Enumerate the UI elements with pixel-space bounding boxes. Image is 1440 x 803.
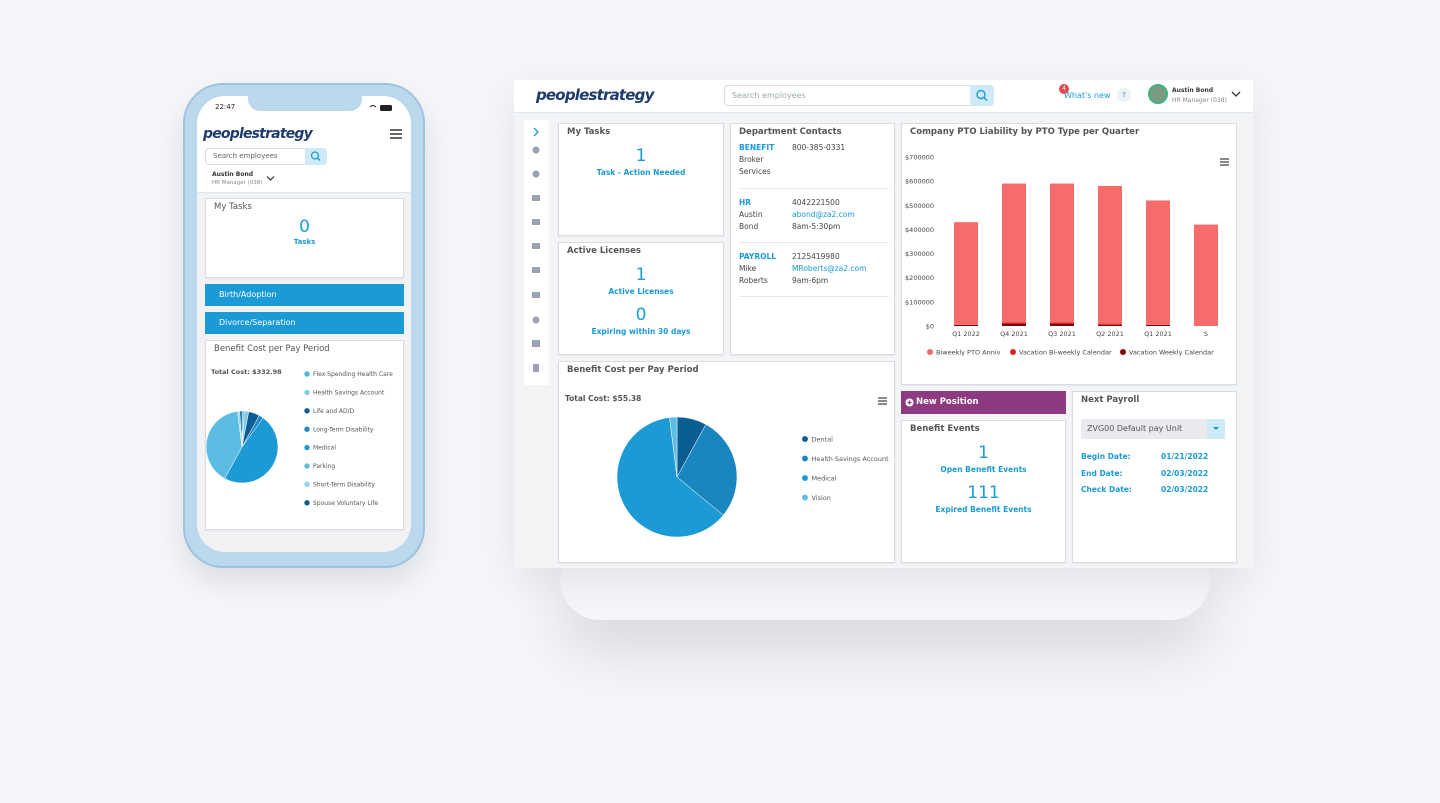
contact-email[interactable]: abond@za2.com xyxy=(792,210,855,219)
card-title: Benefit Cost per Pay Period xyxy=(567,365,699,375)
divider xyxy=(739,242,889,243)
desktop-header: peoplestrategy Search employees 4 What's… xyxy=(514,80,1253,113)
whats-new-link[interactable]: What's new xyxy=(1064,91,1111,100)
field-label: End Date: xyxy=(1081,468,1123,478)
action-label[interactable]: Birth/Adoption xyxy=(219,290,277,299)
search-icon xyxy=(310,151,321,161)
user-role: HR Manager (038) xyxy=(1172,97,1227,104)
action-button[interactable]: Divorce/Separation xyxy=(205,312,404,334)
contact-phone: 4042221500 xyxy=(792,198,840,207)
event-label[interactable]: Open Benefit Events xyxy=(940,465,1027,474)
new-position-label[interactable]: New Position xyxy=(916,397,979,407)
my-tasks-card: My Tasks 1 Task - Action Needed xyxy=(558,123,724,236)
avatar[interactable] xyxy=(1148,84,1168,104)
action-label[interactable]: Divorce/Separation xyxy=(219,318,296,327)
new-position-button[interactable]: New Position xyxy=(901,391,1066,414)
contact: BENEFIT Broker Services 800-385-0331 xyxy=(739,142,889,176)
benefit-cost-card: Benefit Cost per Pay Period Total Cost: … xyxy=(558,361,895,563)
pay-unit-value: ZVG00 Default pay Unit xyxy=(1087,424,1183,433)
card-title: Benefit Events xyxy=(910,424,980,434)
benefit-cost-card: Benefit Cost per Pay Period Total Cost: … xyxy=(205,340,404,530)
benefit-events-card: Benefit Events 1 Open Benefit Events 111… xyxy=(901,420,1066,563)
caret-icon xyxy=(1213,427,1219,430)
field-label: Begin Date: xyxy=(1081,452,1131,461)
card-title: My Tasks xyxy=(567,127,611,137)
total-cost: Total Cost: $332.98 xyxy=(211,368,282,376)
payroll-values: 01/21/2022 02/03/2022 02/03/2022 xyxy=(1161,449,1208,499)
contact-department: BENEFIT xyxy=(739,143,775,152)
search-input[interactable]: Search employees xyxy=(724,85,994,106)
user-menu-chevron[interactable] xyxy=(266,175,275,182)
event-count[interactable]: 1 xyxy=(978,443,989,463)
card-title: Next Payroll xyxy=(1081,395,1140,405)
contact-hours: 9am-6pm xyxy=(792,276,829,285)
contact-name: Austin Bond xyxy=(739,210,763,231)
menu-icon[interactable] xyxy=(389,128,403,140)
user-name: Austin Bond xyxy=(1172,87,1214,94)
sidebar-icons xyxy=(532,127,540,372)
search-button[interactable] xyxy=(970,85,994,106)
status-time: 22:47 xyxy=(215,103,236,111)
task-label[interactable]: Task - Action Needed xyxy=(596,168,686,177)
card-title: Department Contacts xyxy=(739,127,842,137)
plus-icon xyxy=(905,398,914,407)
contact: PAYROLL Mike Roberts 2125419980 MRoberts… xyxy=(739,251,889,285)
license-count[interactable]: 0 xyxy=(635,305,647,325)
action-button[interactable]: Birth/Adoption xyxy=(205,284,404,306)
task-label[interactable]: Tasks xyxy=(293,238,316,246)
notch xyxy=(248,96,362,111)
search-button[interactable] xyxy=(305,148,327,165)
help-button[interactable]: ? xyxy=(1117,88,1131,102)
contact-hours: 8am-5:30pm xyxy=(792,222,841,231)
field-label: Check Date: xyxy=(1081,485,1132,494)
status-icons xyxy=(369,105,392,111)
license-label[interactable]: Active Licenses xyxy=(608,287,674,296)
department-contacts-card: Department Contacts BENEFIT Broker Servi… xyxy=(730,123,895,355)
logo: peoplestrategy xyxy=(536,86,654,104)
card-title: Active Licenses xyxy=(567,246,641,256)
field-value: 01/21/2022 xyxy=(1161,452,1209,461)
chart-title: Company PTO Liability by PTO Type per Qu… xyxy=(910,127,1140,137)
contact-name: Mike Roberts xyxy=(739,264,768,285)
divider xyxy=(739,188,889,189)
contact-phone: 800-385-0331 xyxy=(792,143,846,152)
task-count[interactable]: 1 xyxy=(635,146,647,166)
event-count[interactable]: 111 xyxy=(967,483,1000,503)
contact-name: Broker Services xyxy=(739,155,771,176)
pto-chart-card: Company PTO Liability by PTO Type per Qu… xyxy=(901,123,1237,385)
contact-email[interactable]: MRoberts@za2.com xyxy=(792,264,867,273)
license-count[interactable]: 1 xyxy=(635,265,647,285)
contact-phone: 2125419980 xyxy=(792,252,840,261)
search-icon xyxy=(976,89,988,101)
logo: peoplestrategy xyxy=(203,126,313,142)
payroll-fields: Begin Date: End Date: Check Date: xyxy=(1081,449,1132,499)
divider xyxy=(739,296,889,297)
pay-unit-select[interactable]: ZVG00 Default pay Unit xyxy=(1081,419,1225,439)
event-label[interactable]: Expired Benefit Events xyxy=(935,505,1032,514)
contact-department: PAYROLL xyxy=(739,252,777,261)
sidebar xyxy=(524,120,549,385)
card-title: My Tasks xyxy=(214,202,252,212)
user-name: Austin Bond xyxy=(212,171,254,178)
contact-department: HR xyxy=(739,198,752,207)
select-toggle[interactable] xyxy=(1207,419,1225,439)
active-licenses-card: Active Licenses 1 Active Licenses 0 Expi… xyxy=(558,242,724,355)
user-menu-chevron[interactable] xyxy=(1231,90,1241,98)
notification-badge: 4 xyxy=(1059,84,1069,94)
license-label[interactable]: Expiring within 30 days xyxy=(591,327,691,336)
contact: HR Austin Bond 4042221500 abond@za2.com … xyxy=(739,197,889,231)
total-cost: Total Cost: $55.38 xyxy=(565,394,642,403)
field-value: 02/03/2022 xyxy=(1161,468,1209,478)
my-tasks-card: My Tasks 0 Tasks xyxy=(205,198,404,278)
next-payroll-card: Next Payroll ZVG00 Default pay Unit Begi… xyxy=(1072,391,1237,563)
phone-screen: 22:47 peoplestrategy Search employees Au… xyxy=(197,96,411,552)
task-count[interactable]: 0 xyxy=(299,217,310,237)
field-value: 02/03/2022 xyxy=(1161,485,1209,494)
user-role: HR Manager (038) xyxy=(212,180,263,186)
card-title: Benefit Cost per Pay Period xyxy=(214,344,330,354)
phone-top xyxy=(197,96,411,193)
